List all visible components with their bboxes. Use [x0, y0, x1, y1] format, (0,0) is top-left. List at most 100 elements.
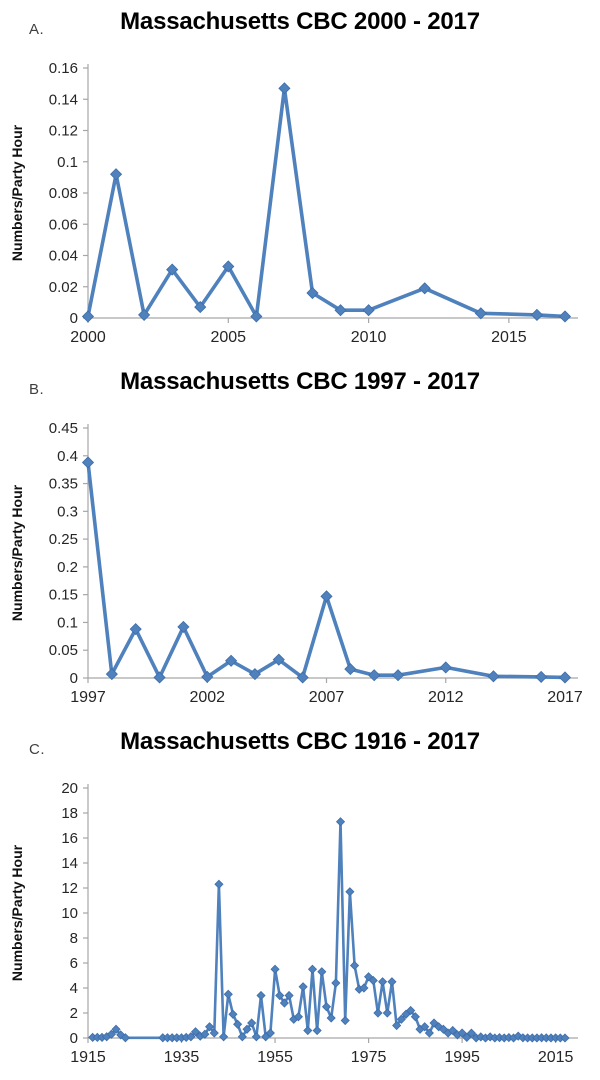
- series-line: [86, 460, 567, 680]
- y-tick-label: 0.06: [49, 216, 78, 233]
- panel-label-c: C.: [29, 741, 45, 758]
- data-point-marker: [223, 989, 233, 999]
- y-tick-label: 0.3: [57, 503, 78, 520]
- data-point-marker: [320, 590, 333, 603]
- y-tick-label: 0.25: [49, 531, 78, 548]
- data-point-marker: [256, 990, 266, 1001]
- data-point-marker: [378, 977, 388, 987]
- x-tick-label: 1997: [70, 689, 106, 706]
- data-point-marker: [270, 964, 280, 974]
- x-tick-label: 1935: [164, 1049, 200, 1066]
- data-point-marker: [429, 1018, 439, 1028]
- data-point-marker: [340, 1015, 350, 1026]
- y-tick-label: 0.14: [49, 91, 78, 108]
- chart-title-a: Massachusetts CBC 2000 - 2017: [120, 8, 480, 35]
- data-point-marker: [466, 1028, 477, 1038]
- data-point-marker: [331, 978, 341, 988]
- data-point-marker: [205, 1022, 215, 1032]
- y-tick-label: 0.05: [49, 642, 78, 659]
- x-tick-label: 1955: [257, 1049, 293, 1066]
- data-point-marker: [306, 286, 319, 300]
- chart-panel-b: B. Massachusetts CBC 1997 - 2017 0.45 0.4…: [0, 360, 600, 720]
- y-axis-title: Numbers/Party Hour: [9, 124, 25, 261]
- chart-panel-a: A. Massachusetts CBC 2000 - 2017 0.16 0.1…: [0, 0, 600, 360]
- y-tick-label: 0.08: [49, 185, 78, 202]
- data-point-marker: [293, 1012, 304, 1022]
- x-tick-label: 2000: [70, 329, 106, 346]
- y-tick-label: 16: [61, 830, 78, 847]
- data-point-marker: [248, 668, 262, 681]
- data-point-marker: [275, 990, 285, 1001]
- data-point-marker: [368, 669, 381, 682]
- x-tick-label: 2015: [491, 329, 527, 346]
- data-point-marker: [225, 654, 238, 667]
- x-tick-label: 1915: [70, 1049, 106, 1066]
- data-point-marker: [81, 310, 95, 323]
- data-point-marker: [382, 1008, 392, 1018]
- data-point-marker: [200, 1029, 210, 1039]
- data-point-marker: [345, 887, 355, 897]
- data-point-marker: [349, 960, 360, 971]
- y-tick-label: 0.2: [57, 559, 78, 576]
- y-tick-label: 20: [61, 780, 78, 797]
- data-point-marker: [284, 990, 294, 1001]
- y-tick-label: 0: [70, 670, 78, 687]
- y-axis-title: Numbers/Party Hour: [9, 484, 25, 621]
- x-tick-label: 2017: [547, 689, 583, 706]
- y-tick-label: 0.35: [49, 476, 78, 493]
- data-point-marker: [201, 670, 214, 683]
- data-point-marker: [406, 1005, 416, 1016]
- data-point-marker: [303, 1025, 313, 1036]
- data-point-marker: [109, 168, 123, 181]
- data-point-marker: [420, 1022, 430, 1032]
- data-point-marker: [560, 1033, 570, 1043]
- y-tick-label: 10: [61, 905, 78, 922]
- series-line: [86, 86, 567, 319]
- data-point-marker: [111, 1024, 121, 1034]
- data-point-marker: [190, 1027, 201, 1037]
- data-point-marker: [362, 304, 375, 317]
- data-point-marker: [138, 308, 151, 321]
- data-point-marker: [312, 1025, 322, 1036]
- data-point-marker: [368, 975, 378, 986]
- chart-title-c: Massachusetts CBC 1916 - 2017: [120, 728, 480, 755]
- data-point-marker: [392, 1020, 402, 1031]
- panel-label-a: A.: [29, 21, 45, 38]
- data-point-marker: [194, 300, 207, 314]
- data-point-marker: [391, 669, 405, 682]
- data-point-marker: [247, 1018, 257, 1028]
- y-tick-label: 4: [70, 980, 78, 997]
- data-point-marker: [530, 308, 544, 321]
- data-point-marker: [272, 653, 285, 666]
- data-point-marker: [296, 671, 309, 684]
- data-point-marker: [153, 671, 166, 684]
- data-point-marker: [344, 663, 357, 676]
- y-tick-label: 6: [70, 955, 78, 972]
- data-point-marker: [457, 1028, 467, 1038]
- y-tick-label: 0.1: [57, 614, 78, 631]
- y-tick-label: 0: [70, 310, 78, 327]
- data-point-marker: [307, 964, 318, 974]
- data-point-marker: [129, 623, 142, 636]
- data-point-marker: [120, 1033, 130, 1043]
- y-tick-label: 12: [61, 880, 78, 897]
- data-point-marker: [177, 620, 190, 633]
- data-point-marker: [438, 1024, 448, 1034]
- data-point-marker: [106, 1029, 116, 1039]
- data-point-marker: [186, 1032, 196, 1042]
- y-tick-label: 0.4: [57, 448, 78, 465]
- data-point-marker: [105, 668, 118, 681]
- chart-panel-c: C. Massachusetts CBC 1916 - 2017 20 18 16 1…: [0, 720, 600, 1080]
- data-point-marker: [334, 304, 347, 317]
- data-point-marker: [326, 1013, 336, 1023]
- y-tick-label: 18: [61, 805, 78, 822]
- y-tick-label: 14: [61, 855, 78, 872]
- data-point-marker: [278, 82, 291, 95]
- data-point-marker: [335, 817, 346, 827]
- y-tick-label: 0.45: [49, 420, 78, 437]
- chart-title-b: Massachusetts CBC 1997 - 2017: [120, 368, 480, 395]
- data-point-marker: [418, 282, 431, 295]
- data-point-marker: [242, 1024, 252, 1034]
